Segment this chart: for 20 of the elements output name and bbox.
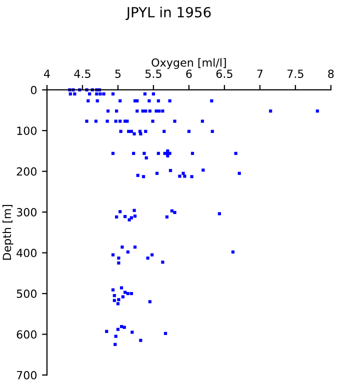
y-axis-title: Depth [m] [2,204,14,260]
y-tick-label: 600 [16,330,37,339]
x-tick-label: 8 [328,70,334,78]
x-tick-label: 5 [115,70,121,78]
x-tick-label: 4.5 [74,70,90,78]
y-tick-label: 300 [16,208,37,216]
x-tick-label: 6.5 [216,70,232,78]
x-tick-label: 4 [44,70,50,78]
y-tick-label: 0 [30,86,37,94]
y-tick-label: 700 [16,370,37,380]
x-tick-label: 6 [186,70,192,78]
x-axis-title: Oxygen [ml/l] [152,58,226,69]
y-tick-label: 200 [16,167,37,176]
y-tick-label: 500 [16,290,37,298]
chart-title: JPYL in 1956 [126,6,211,20]
y-tick-label: 400 [16,248,37,258]
x-tick-label: 5.5 [145,70,162,78]
y-tick-label: 100 [17,126,37,135]
x-tick-label: 7 [257,70,263,78]
x-tick-label: 7.5 [287,70,304,78]
